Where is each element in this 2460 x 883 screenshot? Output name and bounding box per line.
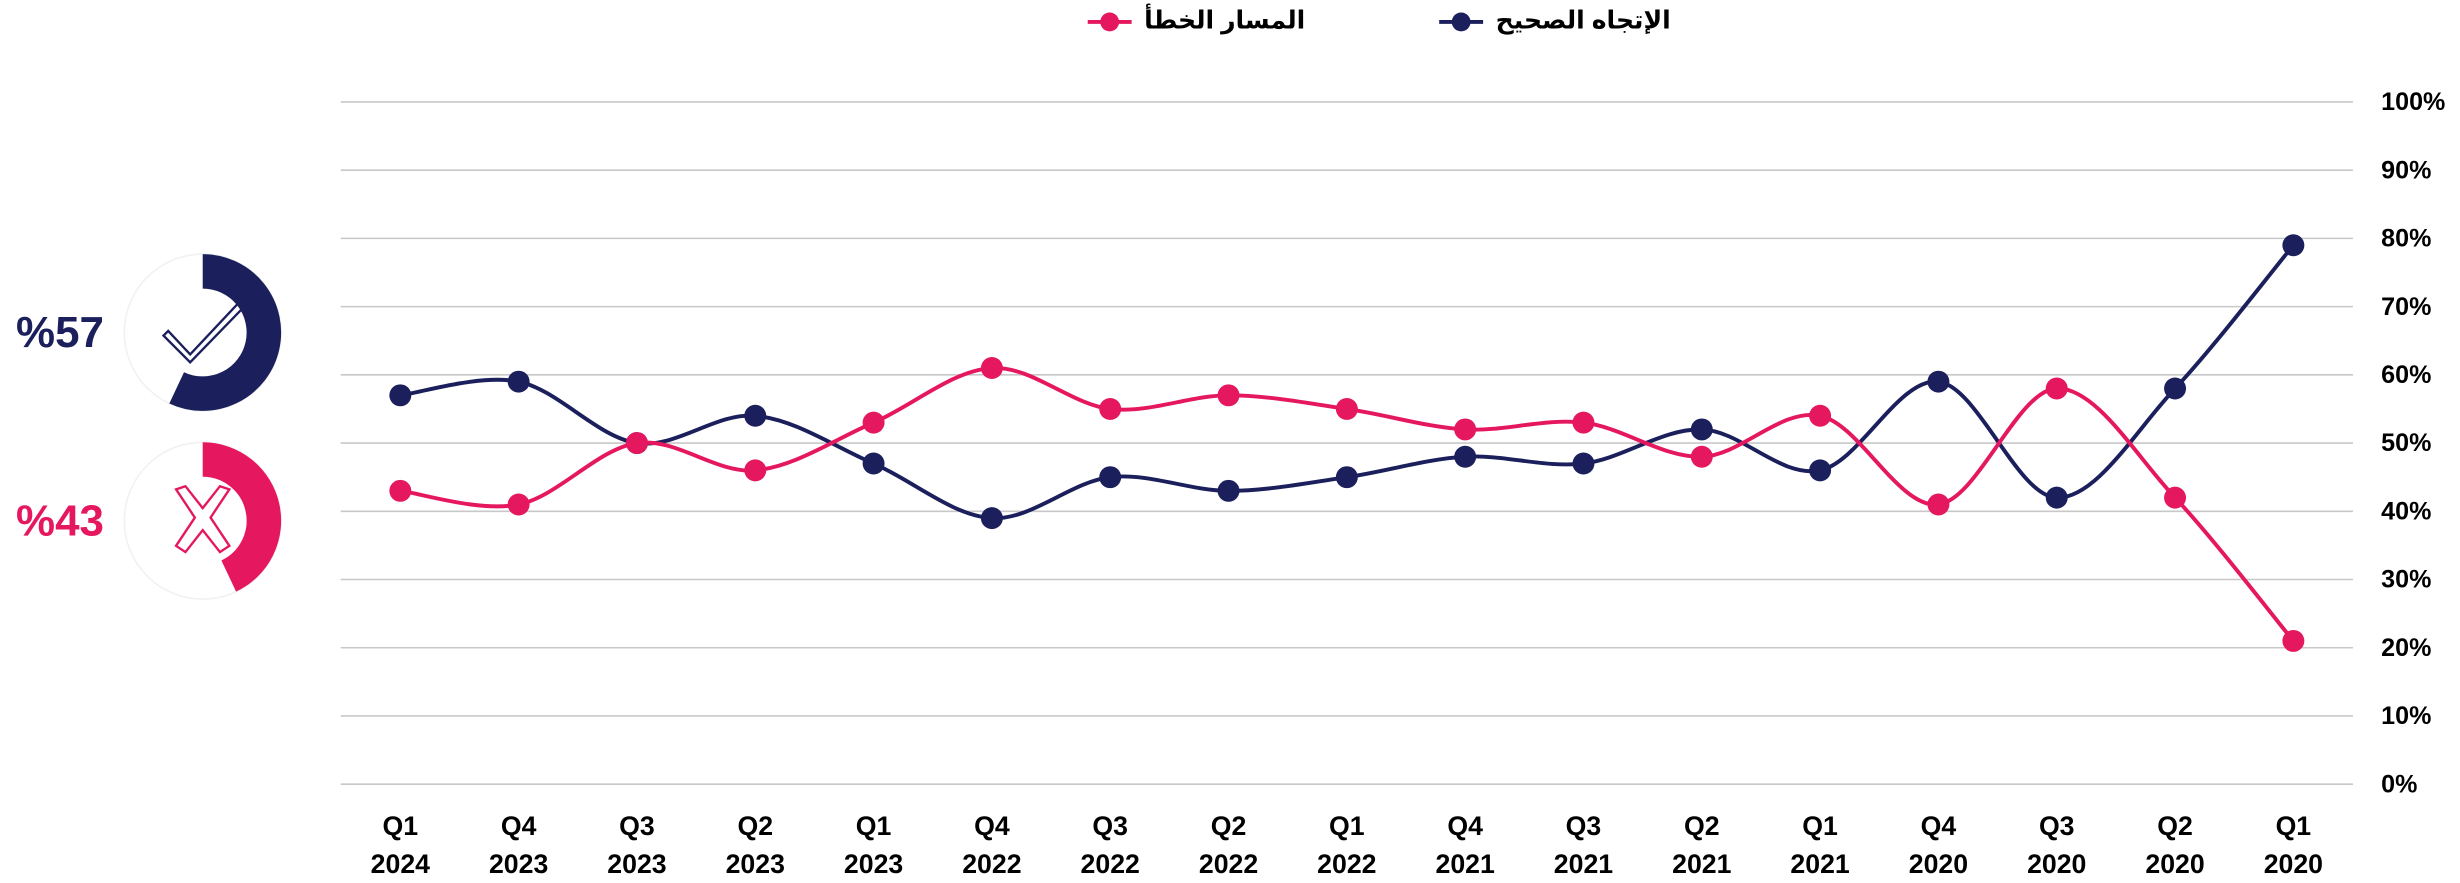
y-tick-label: 40%	[2381, 497, 2431, 525]
point	[1454, 418, 1477, 441]
point	[2045, 486, 2068, 509]
x-tick-label: 2022	[1317, 849, 1376, 879]
y-tick-label: 100%	[2381, 88, 2445, 116]
x-tick-label: Q2	[1684, 811, 1720, 841]
x-tick-label: 2023	[726, 849, 785, 879]
point	[1572, 411, 1595, 434]
y-tick-label: 60%	[2381, 361, 2431, 389]
legend-marker	[1451, 12, 1471, 32]
point	[1217, 384, 1240, 407]
point	[1690, 445, 1713, 468]
point	[862, 452, 885, 475]
x-tick-label: 2021	[1672, 849, 1731, 879]
point	[862, 411, 885, 434]
x-tick-label: 2020	[2264, 849, 2323, 879]
x-tick-label: 2023	[844, 849, 903, 879]
x-tick-label: Q2	[2157, 811, 2193, 841]
point	[507, 370, 530, 393]
point	[1927, 370, 1950, 393]
legend-label: الإتجاه الصحيح	[1496, 7, 1671, 36]
x-tick-label: Q1	[383, 811, 419, 841]
x-tick-label: 2022	[962, 849, 1021, 879]
point	[625, 432, 648, 455]
x-tick-label: Q3	[1566, 811, 1602, 841]
legend-marker	[1100, 12, 1120, 32]
legend-label: المسار الخطأ	[1144, 4, 1305, 35]
x-tick-label: Q2	[737, 811, 773, 841]
series-line	[400, 243, 2295, 521]
point	[1809, 404, 1832, 427]
x-tick-label: 2022	[1199, 849, 1258, 879]
point	[1572, 452, 1595, 475]
x-tick-label: Q1	[2276, 811, 2312, 841]
y-tick-label: 0%	[2381, 770, 2417, 798]
point	[389, 479, 412, 502]
summary-label: %43	[16, 496, 104, 545]
x-tick-label: Q3	[1092, 811, 1128, 841]
x-tick-label: Q4	[1921, 811, 1957, 841]
point	[2164, 486, 2187, 509]
x-tick-label: Q4	[501, 811, 537, 841]
point	[1454, 445, 1477, 468]
x-tick-label: Q1	[1802, 811, 1838, 841]
x-tick-label: 2023	[489, 849, 548, 879]
y-tick-label: 70%	[2381, 293, 2431, 321]
summary-label: %57	[16, 308, 104, 357]
donut-arc	[169, 254, 282, 411]
point	[1217, 479, 1240, 502]
x-tick-label: Q4	[974, 811, 1010, 841]
x-tick-label: 2021	[1436, 849, 1495, 879]
point	[389, 384, 412, 407]
y-tick-label: 20%	[2381, 634, 2431, 662]
y-tick-label: 10%	[2381, 702, 2431, 730]
point	[1690, 418, 1713, 441]
x-tick-label: 2021	[1790, 849, 1849, 879]
y-tick-label: 80%	[2381, 225, 2431, 253]
point	[1099, 397, 1122, 420]
x-tick-label: 2021	[1554, 849, 1613, 879]
point	[2045, 377, 2068, 400]
point	[1335, 466, 1358, 489]
point	[1809, 459, 1832, 482]
x-tick-label: Q3	[619, 811, 655, 841]
point	[980, 507, 1003, 530]
donut-arc	[201, 442, 282, 592]
x-tick-label: 2020	[1909, 849, 1968, 879]
y-tick-label: 50%	[2381, 429, 2431, 457]
x-tick-label: Q3	[2039, 811, 2075, 841]
y-tick-label: 90%	[2381, 156, 2431, 184]
x-tick-label: Q4	[1447, 811, 1483, 841]
y-tick-label: 30%	[2381, 566, 2431, 594]
point	[1335, 397, 1358, 420]
point	[980, 357, 1003, 379]
point	[2164, 377, 2187, 400]
cross-icon	[174, 484, 232, 554]
point	[1099, 466, 1122, 489]
point	[2282, 234, 2305, 257]
point	[744, 404, 767, 427]
x-tick-label: Q2	[1211, 811, 1247, 841]
point	[1927, 493, 1950, 516]
point	[744, 459, 767, 482]
x-tick-label: Q1	[856, 811, 892, 841]
x-tick-label: 2020	[2145, 849, 2204, 879]
point	[2282, 629, 2305, 652]
x-tick-label: 2023	[607, 849, 666, 879]
x-tick-label: Q1	[1329, 811, 1365, 841]
x-tick-label: 2024	[371, 849, 430, 879]
x-tick-label: 2020	[2027, 849, 2086, 879]
series-line	[400, 366, 2295, 643]
point	[507, 493, 530, 516]
x-tick-label: 2022	[1081, 849, 1140, 879]
